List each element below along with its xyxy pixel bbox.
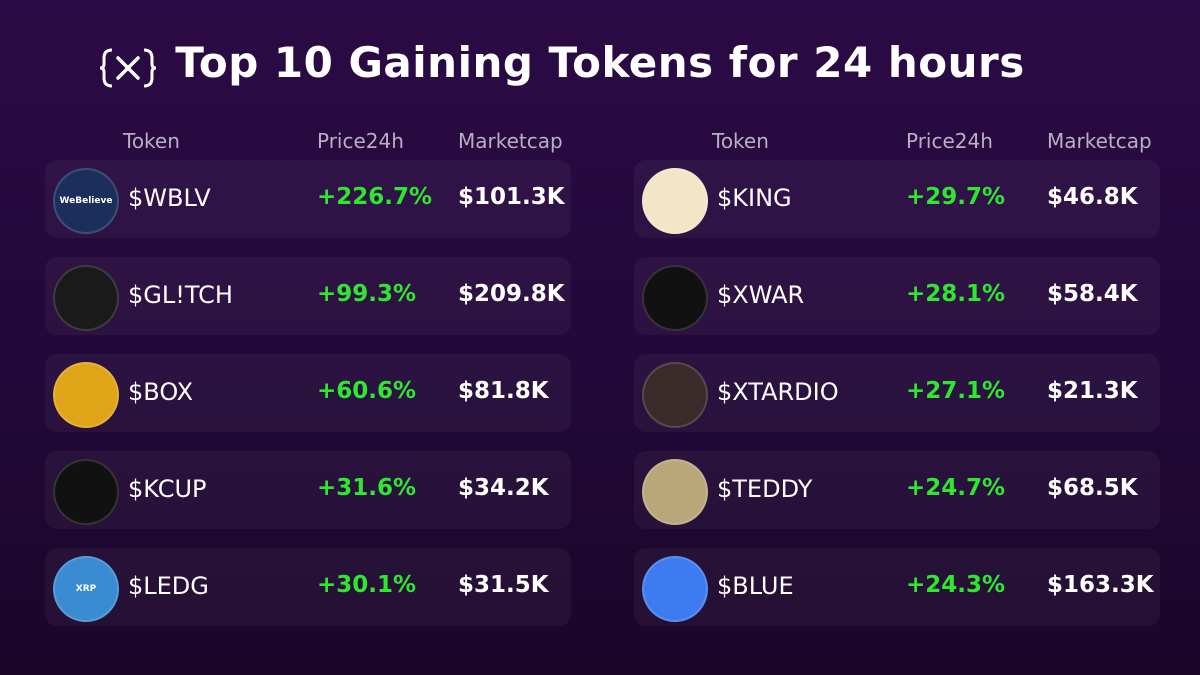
token-logo [642,459,708,525]
column-header: Token [123,129,180,153]
token-cell: $XTARDIO [717,378,839,406]
priceh-cell: +29.7% [906,184,1006,210]
priceh-cell: +27.1% [906,378,1006,404]
token-cell: $XWAR [717,281,805,309]
token-cell: $BLUE [717,572,794,600]
token-row: $XTARDIO +27.1% $21.3K [634,354,1160,432]
priceh-cell: +31.6% [317,475,417,501]
token-cell: $GL!TCH [128,281,233,309]
priceh-cell: +28.1% [906,281,1006,307]
token-logo [642,168,708,234]
token-logo [642,556,708,622]
token-logo [642,265,708,331]
column-header: Marketcap [458,129,563,153]
token-logo [53,265,119,331]
token-logo [642,362,708,428]
token-cell: $BOX [128,378,194,406]
marketcap-cell: $21.3K [1047,378,1138,404]
token-row: $TEDDY +24.7% $68.5K [634,451,1160,529]
token-logo [53,459,119,525]
token-row: $KING +29.7% $46.8K [634,160,1160,238]
marketcap-cell: $68.5K [1047,475,1138,501]
brand-icon [100,48,156,88]
token-row: $BOX +60.6% $81.8K [45,354,571,432]
marketcap-cell: $46.8K [1047,184,1138,210]
marketcap-cell: $58.4K [1047,281,1138,307]
marketcap-cell: $101.3K [458,184,565,210]
priceh-cell: +30.1% [317,572,417,598]
token-logo: XRP [53,556,119,622]
token-logo: WeBelieve [53,168,119,234]
priceh-cell: +99.3% [317,281,417,307]
column-header: Token [712,129,769,153]
marketcap-cell: $209.8K [458,281,565,307]
marketcap-cell: $163.3K [1047,572,1154,598]
token-row: $BLUE +24.3% $163.3K [634,548,1160,626]
title: Top 10 Gaining Tokens for 24 hours [175,38,1025,87]
token-cell: $WBLV [128,184,211,212]
token-cell: $KCUP [128,475,207,503]
token-cell: $KING [717,184,792,212]
token-cell: $LEDG [128,572,209,600]
column-header: Price24h [906,129,993,153]
token-row: XRP $LEDG +30.1% $31.5K [45,548,571,626]
column-header: Marketcap [1047,129,1152,153]
token-row: WeBelieve $WBLV +226.7% $101.3K [45,160,571,238]
priceh-cell: +226.7% [317,184,433,210]
priceh-cell: +24.3% [906,572,1006,598]
token-logo [53,362,119,428]
marketcap-cell: $81.8K [458,378,549,404]
token-cell: $TEDDY [717,475,813,503]
marketcap-cell: $31.5K [458,572,549,598]
column-header: Price24h [317,129,404,153]
priceh-cell: +24.7% [906,475,1006,501]
token-row: $GL!TCH +99.3% $209.8K [45,257,571,335]
token-row: $KCUP +31.6% $34.2K [45,451,571,529]
priceh-cell: +60.6% [317,378,417,404]
token-row: $XWAR +28.1% $58.4K [634,257,1160,335]
marketcap-cell: $34.2K [458,475,549,501]
